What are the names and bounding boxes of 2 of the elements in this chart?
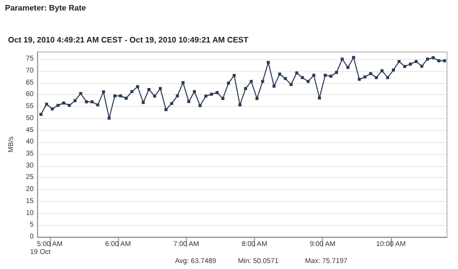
chart-title: Oct 19, 2010 4:49:21 AM CEST - Oct 19, 2010 10:49:21 AM CEST xyxy=(8,36,249,44)
chart-subtitle: Parameter: Byte Rate xyxy=(5,4,86,12)
